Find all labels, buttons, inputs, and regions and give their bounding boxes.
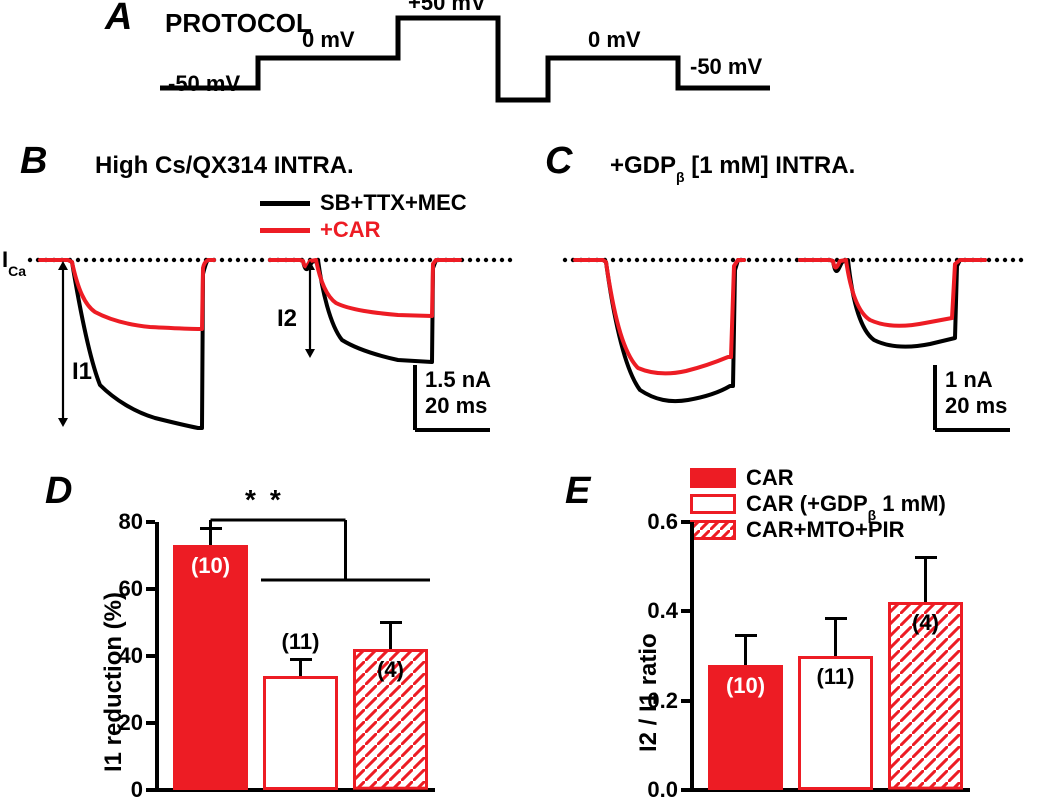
sig-label: ** bbox=[245, 484, 295, 516]
panel-c-title: +GDPβ [1 mM] INTRA. bbox=[610, 152, 855, 182]
legend-swatch-car-hatch bbox=[690, 520, 736, 540]
legend-swatch-car-hollow bbox=[690, 494, 736, 514]
legend-swatch-car-solid bbox=[690, 468, 736, 488]
panel-label-e: E bbox=[565, 470, 590, 513]
legend-car-solid: CAR bbox=[746, 465, 794, 491]
legend-car-mto: CAR+MTO+PIR bbox=[746, 517, 905, 543]
legend-car-gdp: CAR (+GDPβ 1 mM) bbox=[746, 491, 946, 519]
figure-root: A PROTOCOL -50 mV 0 mV +50 mV 0 mV -50 m… bbox=[0, 0, 1050, 807]
scalec-y: 1 nA bbox=[945, 367, 993, 393]
scalec-x: 20 ms bbox=[945, 393, 1007, 419]
